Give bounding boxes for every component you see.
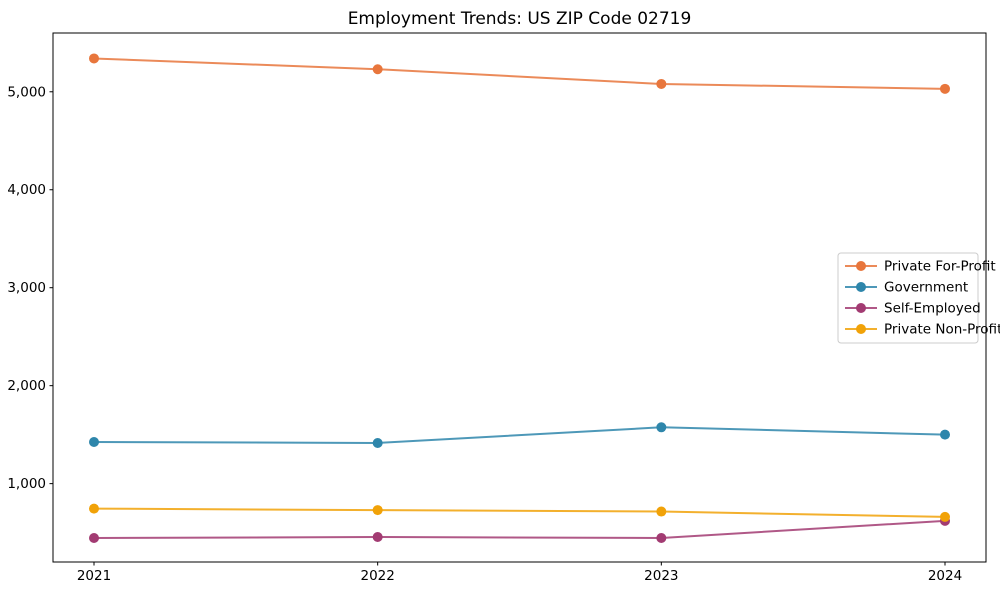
legend-item-government: Government (845, 280, 968, 296)
series-line-private-non-profit (93, 507, 946, 518)
series-line-self-employed (93, 519, 946, 539)
data-point-private-for-profit-2021 (89, 53, 99, 64)
data-point-government-2021 (89, 436, 99, 447)
series-line-private-for-profit (93, 57, 946, 90)
legend-item-label: Private Non-Profit (884, 322, 1000, 338)
data-point-private-non-profit-2023 (656, 506, 667, 517)
legend-item-label: Self-Employed (884, 301, 981, 317)
data-point-self-employed-2022 (372, 532, 383, 543)
x-axis-tick-label: 2022 (360, 568, 394, 584)
legend-item-private-non-profit: Private Non-Profit (845, 322, 1000, 338)
y-axis-tick-label: 4,000 (7, 182, 46, 198)
data-point-government-2024 (940, 429, 950, 440)
data-point-government-2022 (372, 437, 383, 448)
y-axis-tick-label: 2,000 (7, 378, 46, 394)
data-point-private-for-profit-2024 (940, 83, 950, 94)
data-point-self-employed-2021 (89, 532, 99, 543)
y-axis-tick-label: 5,000 (7, 84, 46, 100)
legend-box (837, 252, 979, 344)
data-point-government-2023 (656, 422, 667, 433)
legend-swatch-marker (856, 261, 866, 271)
legend-item-private-for-profit: Private For-Profit (845, 259, 996, 275)
legend: Private For-Profit Government Self-Employe… (837, 252, 1000, 344)
y-axis-tick-label: 1,000 (7, 476, 46, 492)
legend-item-label: Government (884, 280, 968, 296)
data-point-private-non-profit-2021 (89, 503, 99, 514)
legend-swatch-marker (856, 282, 866, 292)
plot-area (52, 32, 987, 563)
legend-swatch-marker (856, 303, 866, 313)
data-point-self-employed-2023 (656, 532, 667, 543)
data-point-private-non-profit-2024 (940, 511, 950, 522)
chart-title: Employment Trends: US ZIP Code 02719 (347, 9, 692, 29)
data-point-private-for-profit-2023 (656, 78, 667, 89)
x-axis-tick-label: 2021 (77, 568, 111, 584)
data-point-private-non-profit-2022 (372, 505, 383, 516)
legend-item-self-employed: Self-Employed (845, 301, 981, 317)
legend-swatch-marker (856, 324, 866, 334)
legend-item-label: Private For-Profit (884, 259, 996, 275)
data-point-private-for-profit-2022 (372, 64, 383, 75)
series-line-government (93, 426, 946, 444)
x-axis-tick-label: 2023 (644, 568, 678, 584)
x-axis-tick-label: 2024 (928, 568, 962, 584)
y-axis-tick-label: 3,000 (7, 280, 46, 296)
